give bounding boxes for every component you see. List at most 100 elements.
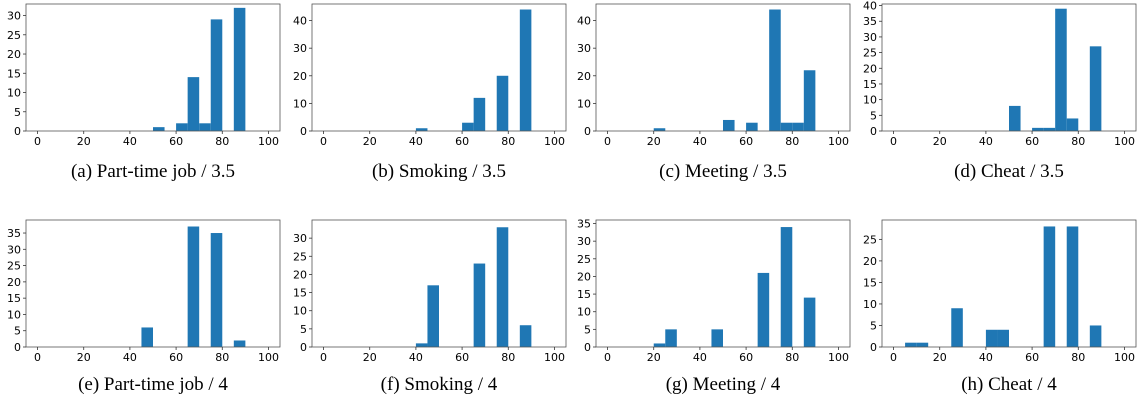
- y-tick-label: 30: [293, 42, 307, 55]
- histogram-bar: [905, 342, 917, 347]
- axes-frame: [881, 3, 1137, 132]
- y-tick-label: 5: [14, 106, 21, 119]
- axes-frame: [311, 219, 567, 348]
- y-tick-label: 5: [584, 323, 591, 336]
- histogram-bar: [1089, 325, 1102, 347]
- y-tick-label: 10: [293, 97, 307, 110]
- panel-caption: (f) Smoking / 4: [381, 374, 498, 395]
- x-tick-label: 20: [77, 351, 91, 364]
- y-tick-label: 5: [870, 319, 877, 332]
- histogram-bar: [653, 343, 666, 347]
- axes-frame: [25, 219, 281, 348]
- histogram-bar: [985, 329, 998, 347]
- x-tick-label: 40: [979, 135, 993, 148]
- y-tick-label: 10: [577, 97, 591, 110]
- x-tick-label: 60: [1025, 135, 1039, 148]
- panel-caption: (e) Part-time job / 4: [78, 374, 228, 395]
- y-tick-label: 40: [577, 15, 591, 28]
- y-tick-label: 20: [7, 48, 21, 61]
- axes-frame: [25, 3, 281, 132]
- panel-caption: (g) Meeting / 4: [666, 374, 781, 395]
- y-tick-label: 0: [870, 341, 877, 354]
- y-tick-label: 10: [7, 87, 21, 100]
- y-tick-label: 10: [293, 305, 307, 318]
- histogram-bar: [951, 308, 963, 347]
- y-tick-label: 25: [7, 29, 21, 42]
- x-tick-label: 40: [693, 351, 707, 364]
- y-tick-label: 35: [863, 15, 877, 28]
- x-tick-label: 0: [34, 351, 41, 364]
- x-tick-label: 40: [409, 135, 423, 148]
- histogram-bar: [176, 123, 188, 131]
- x-tick-label: 60: [455, 351, 469, 364]
- y-tick-label: 10: [7, 308, 21, 321]
- panel-caption: (c) Meeting / 3.5: [659, 161, 787, 182]
- panel-caption: (d) Cheat / 3.5: [954, 161, 1064, 182]
- y-tick-label: 5: [870, 109, 877, 122]
- histogram-panel: 0 20 40 60 80 100 0 10 20 30 40 (b) Smoking / 3.5: [293, 3, 567, 182]
- histogram-panel: 0 20 40 60 80 100 0 5 10 15 20 25 (h) Cheat / 4: [863, 219, 1137, 395]
- y-tick-label: 25: [7, 260, 21, 273]
- histogram-bar: [916, 342, 929, 347]
- y-tick-label: 30: [863, 31, 877, 44]
- y-tick-label: 20: [293, 268, 307, 281]
- histogram-bar: [711, 329, 723, 347]
- histogram-bar: [1055, 8, 1067, 132]
- x-tick-label: 100: [1114, 351, 1135, 364]
- x-tick-label: 80: [1071, 351, 1085, 364]
- histogram-bar: [1043, 226, 1056, 347]
- y-tick-label: 30: [293, 232, 307, 245]
- x-tick-label: 100: [828, 135, 849, 148]
- axes-frame: [881, 219, 1137, 348]
- histogram-bar: [233, 340, 246, 347]
- histogram-bar: [519, 9, 532, 131]
- x-tick-label: 0: [890, 135, 897, 148]
- histogram-bar: [769, 9, 781, 131]
- histogram-panel: 0 20 40 60 80 100 0 10 20 30 40 (c) Meeting / 3.5: [577, 3, 851, 182]
- x-tick-label: 20: [647, 351, 661, 364]
- x-tick-label: 0: [34, 135, 41, 148]
- y-tick-label: 20: [863, 255, 877, 268]
- x-tick-label: 20: [647, 135, 661, 148]
- histogram-bar: [415, 343, 428, 347]
- histogram-bar: [803, 70, 816, 131]
- x-tick-label: 0: [890, 351, 897, 364]
- y-tick-label: 25: [863, 47, 877, 60]
- histogram-bar: [803, 297, 816, 347]
- x-tick-label: 80: [501, 135, 515, 148]
- x-tick-label: 0: [604, 351, 611, 364]
- histogram-bar: [427, 285, 439, 347]
- x-tick-label: 20: [933, 135, 947, 148]
- x-tick-label: 100: [544, 135, 565, 148]
- x-tick-label: 80: [785, 135, 799, 148]
- y-tick-label: 30: [7, 10, 21, 23]
- y-tick-label: 20: [577, 270, 591, 283]
- y-tick-label: 25: [293, 250, 307, 263]
- histogram-bar: [233, 7, 246, 132]
- x-tick-label: 40: [693, 135, 707, 148]
- y-tick-label: 15: [7, 292, 21, 305]
- axes-frame: [311, 3, 567, 132]
- x-tick-label: 80: [215, 351, 229, 364]
- histogram-panel: 0 20 40 60 80 100 0 5 10 15 20 25 30 (a) Part-time jo…: [7, 3, 281, 182]
- y-tick-label: 15: [577, 288, 591, 301]
- histogram-bar: [1089, 46, 1102, 131]
- y-tick-label: 35: [577, 218, 591, 231]
- histogram-bar: [997, 329, 1009, 347]
- histogram-panel: 0 20 40 60 80 100 0 5 10 15 20 25 30 (f) Smoking / 4: [293, 219, 567, 395]
- x-tick-label: 100: [544, 351, 565, 364]
- panel-caption: (a) Part-time job / 3.5: [71, 161, 235, 182]
- histogram-bar: [496, 227, 509, 347]
- y-tick-label: 10: [577, 306, 591, 319]
- histogram-bar: [210, 233, 223, 347]
- y-tick-label: 0: [300, 125, 307, 138]
- x-tick-label: 80: [785, 351, 799, 364]
- histogram-bar: [1032, 127, 1044, 131]
- y-tick-label: 20: [577, 70, 591, 83]
- x-tick-label: 20: [77, 135, 91, 148]
- y-tick-label: 5: [14, 325, 21, 338]
- x-tick-label: 60: [169, 135, 183, 148]
- y-tick-label: 5: [300, 323, 307, 336]
- x-tick-label: 100: [1114, 135, 1135, 148]
